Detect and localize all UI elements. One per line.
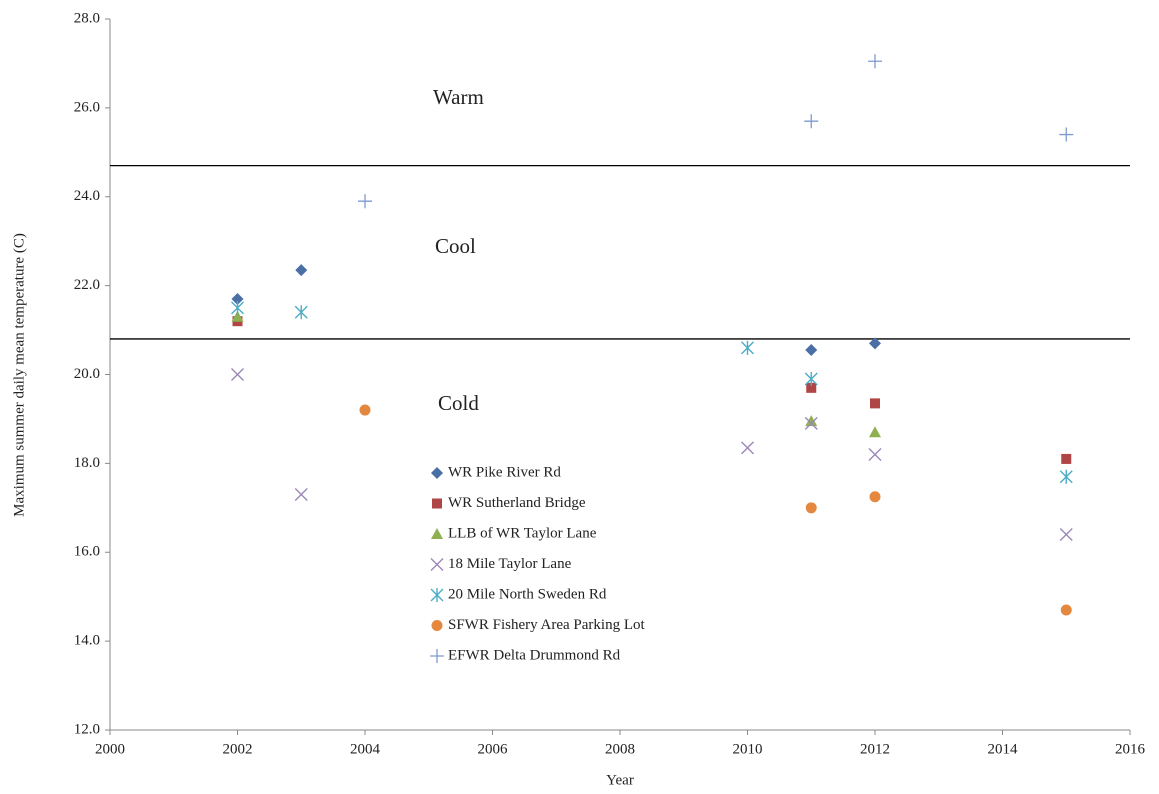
legend-label: 18 Mile Taylor Lane xyxy=(448,556,572,572)
y-tick-label: 14.0 xyxy=(74,633,100,649)
x-tick-label: 2004 xyxy=(350,741,381,757)
point xyxy=(869,337,881,350)
y-tick-label: 18.0 xyxy=(74,455,100,471)
legend-label: 20 Mile North Sweden Rd xyxy=(448,586,607,602)
x-tick-label: 2000 xyxy=(95,741,125,757)
point xyxy=(868,447,882,461)
legend-marker xyxy=(431,467,443,479)
point xyxy=(1059,469,1073,484)
x-tick-label: 2006 xyxy=(478,741,509,757)
point xyxy=(294,487,308,501)
point xyxy=(741,441,754,455)
y-tick-label: 16.0 xyxy=(74,544,100,560)
point xyxy=(231,310,244,322)
x-tick-label: 2016 xyxy=(1115,741,1146,757)
y-tick-label: 22.0 xyxy=(74,277,100,293)
legend-marker xyxy=(430,649,444,663)
legend-marker xyxy=(430,558,444,571)
point xyxy=(358,194,372,209)
legend-marker xyxy=(431,528,443,539)
y-tick-label: 12.0 xyxy=(74,721,100,737)
legend-marker xyxy=(432,498,442,509)
annotation: Cold xyxy=(438,391,479,415)
annotation: Warm xyxy=(433,85,484,109)
legend-marker xyxy=(431,620,443,631)
point xyxy=(231,300,244,315)
legend-label: LLB of WR Taylor Lane xyxy=(448,525,597,541)
point xyxy=(805,502,817,514)
point xyxy=(804,416,818,430)
x-tick-label: 2008 xyxy=(605,741,635,757)
x-tick-label: 2012 xyxy=(860,741,890,757)
point xyxy=(869,426,881,438)
point xyxy=(1061,453,1072,464)
point xyxy=(1059,127,1074,142)
point xyxy=(806,382,817,393)
annotation: Cool xyxy=(435,234,476,258)
point xyxy=(870,398,880,409)
legend-label: SFWR Fishery Area Parking Lot xyxy=(448,617,645,633)
point xyxy=(231,292,244,305)
point xyxy=(294,305,308,320)
point xyxy=(741,340,754,355)
legend-marker xyxy=(430,588,444,602)
x-axis-title: Year xyxy=(606,772,634,788)
point xyxy=(804,371,818,386)
x-tick-label: 2002 xyxy=(223,741,253,757)
point xyxy=(805,415,818,427)
legend-label: EFWR Delta Drummond Rd xyxy=(448,647,621,663)
point xyxy=(1060,604,1072,616)
point xyxy=(868,54,882,69)
y-tick-label: 26.0 xyxy=(74,99,100,115)
point xyxy=(869,491,881,503)
x-tick-label: 2010 xyxy=(733,741,763,757)
point xyxy=(804,114,819,129)
point xyxy=(359,404,371,416)
point xyxy=(1059,527,1073,541)
y-tick-label: 20.0 xyxy=(74,366,100,382)
point xyxy=(231,368,244,381)
x-tick-label: 2014 xyxy=(988,741,1019,757)
point xyxy=(805,344,818,357)
y-tick-label: 24.0 xyxy=(74,188,100,204)
legend-label: WR Pike River Rd xyxy=(448,464,561,480)
y-tick-label: 28.0 xyxy=(74,10,100,26)
y-axis-title: Maximum summer daily mean temperature (C… xyxy=(11,233,27,517)
point xyxy=(295,264,308,277)
legend-label: WR Sutherland Bridge xyxy=(448,495,586,511)
